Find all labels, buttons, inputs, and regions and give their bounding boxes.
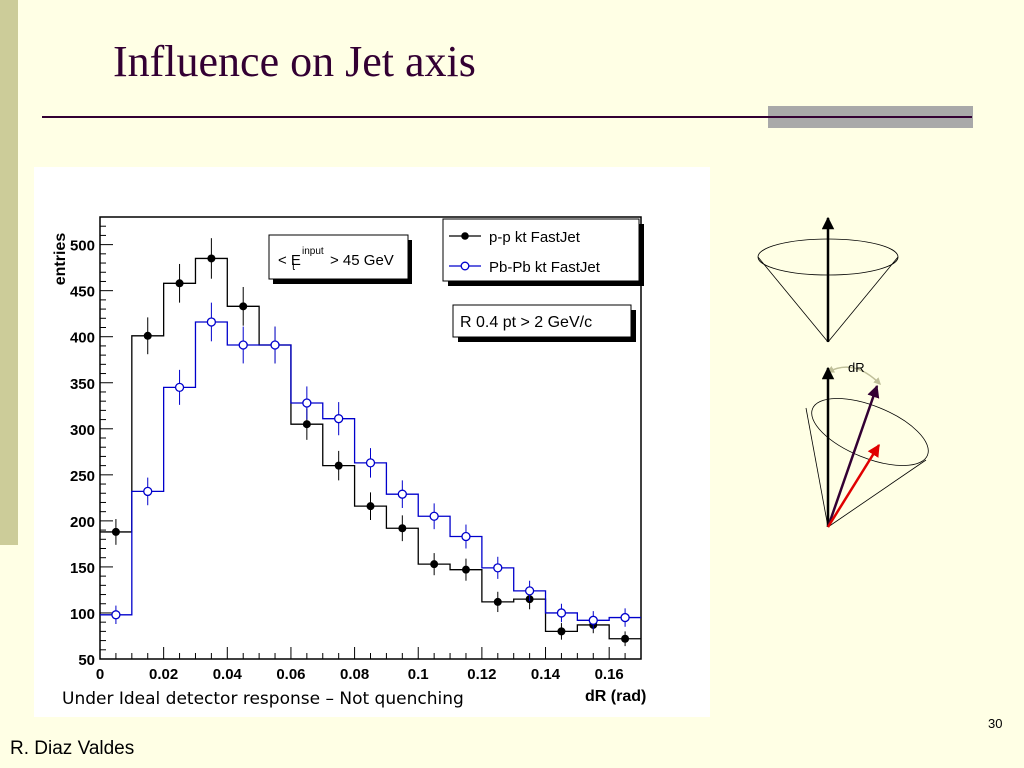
- pbpb-data-point: [270, 340, 280, 350]
- pp-data-point: [175, 279, 184, 288]
- y-tick-label: 250: [70, 468, 95, 485]
- x-tick-label: 0.16: [595, 666, 624, 683]
- pp-data-point: [621, 634, 630, 643]
- pbpb-data-point: [588, 615, 598, 625]
- pbpb-data-point: [238, 340, 248, 350]
- y-tick-label: 100: [70, 606, 95, 623]
- energy-label-subscript: t: [292, 261, 295, 273]
- pbpb-data-point: [143, 486, 153, 497]
- series-pbpb-step-line: [100, 321, 641, 621]
- pp-data-point: [239, 302, 248, 311]
- y-tick-label: 150: [70, 560, 95, 577]
- pp-data-point: [430, 560, 439, 569]
- y-tick-label: 450: [70, 284, 95, 301]
- lower-jet-cone: [805, 366, 929, 528]
- legend-label-pp: p-p kt FastJet: [489, 229, 581, 246]
- slide-title: Influence on Jet axis: [113, 37, 476, 86]
- pp-data-point: [302, 420, 311, 429]
- pbpb-data-point: [461, 531, 471, 542]
- pp-data-point: [334, 461, 343, 470]
- pbpb-data-point: [524, 586, 535, 596]
- cut-label: R 0.4 pt > 2 GeV/c: [460, 314, 592, 331]
- pp-data-point: [493, 597, 502, 606]
- jet-cone-diagram: dR: [757, 216, 929, 528]
- jet-axis-arrow: [826, 384, 880, 528]
- quenched-axis-arrow: [826, 443, 881, 528]
- pbpb-data-point: [397, 489, 407, 499]
- pp-data-point: [111, 527, 120, 536]
- x-tick-label: 0: [96, 666, 104, 683]
- slide-caption: Under Ideal detector response – Not quen…: [62, 689, 464, 709]
- pbpb-data-point: [365, 458, 376, 468]
- y-tick-label: 200: [70, 514, 95, 531]
- pbpb-data-point: [111, 610, 121, 620]
- energy-label-superscript: input: [302, 246, 324, 257]
- x-tick-label: 0.04: [213, 666, 243, 683]
- energy-label-right: > 45 GeV: [330, 252, 394, 269]
- y-tick-label: 300: [70, 422, 95, 439]
- legend-label-pbpb: Pb-Pb kt FastJet: [489, 259, 601, 276]
- pbpb-data-point: [620, 612, 630, 623]
- pbpb-data-point: [556, 608, 567, 618]
- pbpb-data-point: [493, 563, 503, 573]
- upper-jet-cone: [757, 216, 899, 343]
- histogram-chart: 0 0.02 0.04 0.06 0.08 0.1 0.12 0.14 0.16 50 100 150…: [52, 216, 646, 705]
- x-tick-label: 0.08: [340, 666, 369, 683]
- pp-data-point: [143, 331, 152, 340]
- x-tick-label: 0.06: [276, 666, 305, 683]
- pbpb-data-point: [206, 317, 217, 327]
- pp-data-point: [461, 565, 470, 574]
- y-axis-label: entries: [52, 233, 69, 286]
- pp-data-point: [557, 627, 566, 636]
- left-accent-bar: [0, 0, 18, 545]
- chart-legend: p-p kt FastJet Pb-Pb kt FastJet: [442, 218, 644, 286]
- title-rule: [42, 116, 972, 118]
- pbpb-data-point: [429, 511, 439, 521]
- x-tick-label: 0.1: [408, 666, 429, 683]
- legend-marker-pp: [461, 232, 469, 240]
- energy-cut-annotation: < E t input > 45 GeV: [268, 234, 412, 284]
- pp-data-point: [398, 524, 407, 533]
- pbpb-data-point: [174, 382, 185, 393]
- energy-label-left: < E: [278, 252, 301, 269]
- dR-label: dR: [848, 360, 865, 375]
- author-name: R. Diaz Valdes: [10, 738, 135, 759]
- axis-ticks: [99, 216, 642, 660]
- y-tick-label: 400: [70, 330, 95, 347]
- x-tick-label: 0.12: [467, 666, 496, 683]
- legend-marker-pbpb: [460, 261, 470, 271]
- x-tick-label: 0.02: [149, 666, 178, 683]
- pp-data-point: [207, 254, 216, 263]
- page-number: 30: [988, 716, 1003, 731]
- y-tick-label: 350: [70, 376, 95, 393]
- pbpb-data-point: [302, 398, 312, 408]
- y-tick-label: 50: [78, 652, 95, 669]
- tick-labels: 0 0.02 0.04 0.06 0.08 0.1 0.12 0.14 0.16 50 100 150…: [70, 238, 624, 683]
- pp-data-point: [366, 502, 375, 511]
- x-tick-label: 0.14: [531, 666, 561, 683]
- series-points: [111, 238, 630, 647]
- y-tick-label: 500: [70, 238, 95, 255]
- cut-annotation: R 0.4 pt > 2 GeV/c: [452, 304, 636, 342]
- plot-frame: [99, 216, 642, 660]
- pbpb-data-point: [334, 414, 344, 424]
- x-axis-label: dR (rad): [585, 688, 646, 705]
